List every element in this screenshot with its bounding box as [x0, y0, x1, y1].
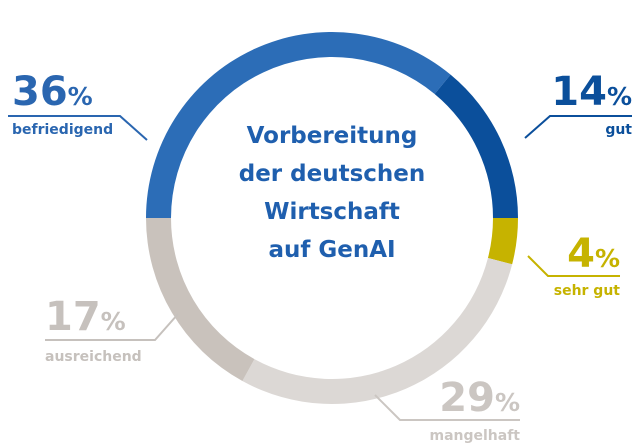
- leader-line: [527, 255, 620, 277]
- category-label: gut: [605, 122, 632, 138]
- value-unit: %: [68, 82, 93, 111]
- value-unit: %: [101, 307, 126, 336]
- value-number: 4: [567, 231, 595, 277]
- category-label: ausreichend: [45, 349, 142, 365]
- title-line: auf GenAI: [268, 237, 395, 263]
- leader-line: [8, 115, 148, 141]
- donut-segment: [146, 32, 451, 218]
- category-label: mangelhaft: [429, 428, 520, 444]
- value-unit: %: [595, 244, 620, 273]
- leader-line: [524, 115, 632, 139]
- category-label: sehr gut: [554, 283, 621, 299]
- value-unit: %: [607, 82, 632, 111]
- title-line: der deutschen: [239, 161, 426, 187]
- donut-segment: [487, 218, 518, 265]
- chart-title: Vorbereitung der deutschen Wirtschaft auf G…: [239, 123, 426, 263]
- title-line: Wirtschaft: [264, 199, 400, 225]
- donut-segment: [242, 258, 513, 405]
- value-number: 36: [12, 69, 68, 115]
- value-number: 17: [45, 294, 101, 340]
- title-line: Vorbereitung: [247, 123, 418, 149]
- value-label: 14%: [551, 69, 632, 115]
- value-label: 17%: [45, 294, 126, 340]
- value-unit: %: [495, 388, 520, 417]
- value-number: 14: [551, 69, 607, 115]
- leader-line: [45, 313, 179, 341]
- value-number: 29: [439, 375, 495, 421]
- leader-line: [374, 394, 520, 421]
- value-label: 29%: [439, 375, 520, 421]
- donut-segment: [146, 218, 255, 381]
- category-label: befriedigend: [12, 122, 113, 138]
- value-label: 36%: [12, 69, 93, 115]
- donut-segment: [434, 74, 518, 218]
- value-label: 4%: [567, 231, 620, 277]
